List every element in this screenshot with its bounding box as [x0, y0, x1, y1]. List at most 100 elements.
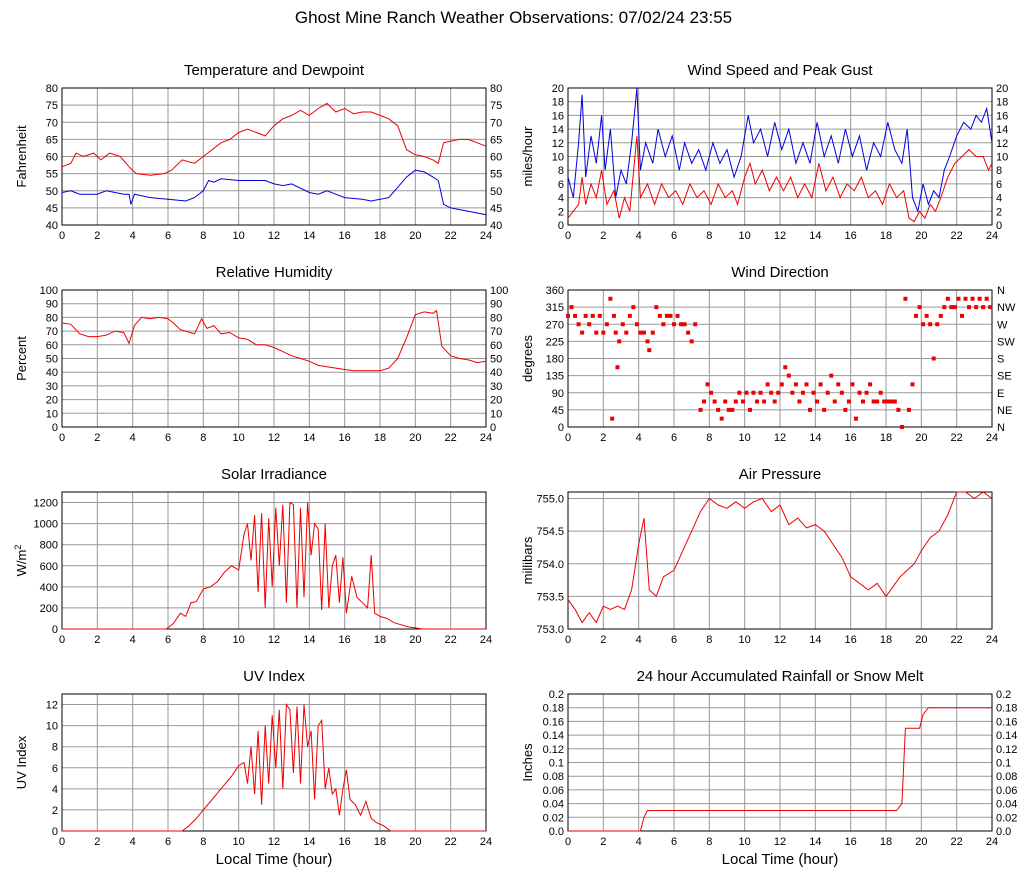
chart-title: Wind Direction	[731, 264, 829, 281]
y-axis-label: Fahrenheit	[14, 125, 29, 188]
x-tick-label: 20	[915, 634, 927, 646]
chart-title: Wind Speed and Peak Gust	[687, 62, 873, 79]
compass-tick-label: SE	[997, 371, 1012, 383]
y-tick-label-right: 20	[490, 395, 502, 407]
x-tick-label: 22	[951, 634, 963, 646]
x-tick-label: 16	[845, 432, 857, 444]
x-tick-label: 22	[445, 634, 457, 646]
y-tick-label-right: 70	[490, 326, 502, 338]
x-axis-label: Local Time (hour)	[722, 851, 839, 868]
data-point	[726, 407, 731, 412]
data-point	[686, 330, 691, 335]
x-tick-label: 4	[636, 634, 642, 646]
x-tick-label: 4	[636, 230, 642, 242]
x-tick-label: 0	[565, 230, 571, 242]
data-point	[661, 322, 666, 327]
data-point	[871, 399, 876, 404]
y-tick-label: 2	[52, 805, 58, 817]
x-tick-label: 24	[986, 432, 998, 444]
x-tick-label: 12	[774, 836, 786, 848]
x-tick-label: 2	[94, 634, 100, 646]
x-tick-label: 6	[165, 432, 171, 444]
data-point	[931, 356, 936, 361]
x-tick-label: 22	[445, 836, 457, 848]
y-tick-label: 12	[46, 700, 58, 712]
y-tick-label-right: 0.18	[996, 703, 1017, 715]
data-point	[613, 330, 618, 335]
x-tick-label: 2	[94, 230, 100, 242]
data-point	[779, 382, 784, 387]
y-tick-label-right: 0.16	[996, 716, 1017, 728]
data-point	[967, 305, 972, 310]
y-tick-label: 2	[558, 206, 564, 218]
data-point	[654, 305, 659, 310]
x-tick-label: 10	[739, 836, 751, 848]
data-point	[928, 322, 933, 327]
data-point	[765, 382, 770, 387]
data-point	[885, 399, 890, 404]
y-tick-label: 50	[46, 354, 58, 366]
y-tick-label-right: 30	[490, 381, 502, 393]
data-point	[786, 373, 791, 378]
x-tick-label: 2	[94, 432, 100, 444]
data-point	[615, 365, 620, 370]
data-point	[702, 399, 707, 404]
y-tick-label: 8	[52, 742, 58, 754]
data-point	[797, 399, 802, 404]
x-tick-label: 18	[880, 230, 892, 242]
y-tick-label: 0.06	[543, 785, 564, 797]
y-tick-label-right: 0.06	[996, 785, 1017, 797]
data-point	[825, 390, 830, 395]
y-tick-label: 18	[552, 97, 564, 109]
y-tick-label: 360	[546, 285, 564, 297]
x-tick-label: 24	[986, 230, 998, 242]
x-tick-label: 4	[636, 432, 642, 444]
y-tick-label: 70	[46, 117, 58, 129]
y-tick-label: 8	[558, 165, 564, 177]
data-point	[956, 296, 961, 301]
chart-title: Air Pressure	[739, 466, 822, 483]
data-point	[617, 339, 622, 344]
x-tick-label: 2	[600, 432, 606, 444]
x-tick-label: 14	[303, 634, 315, 646]
x-tick-label: 8	[200, 634, 206, 646]
data-point	[896, 407, 901, 412]
x-tick-label: 20	[409, 836, 421, 848]
series-line-0	[61, 309, 487, 372]
y-tick-label: 0.16	[543, 716, 564, 728]
y-tick-label: 270	[546, 319, 564, 331]
x-tick-label: 18	[880, 432, 892, 444]
series-line-0	[62, 702, 486, 832]
y-tick-label-right: 55	[490, 169, 502, 181]
data-point	[935, 322, 940, 327]
y-tick-label: 315	[546, 302, 564, 314]
x-tick-label: 16	[845, 634, 857, 646]
data-point	[952, 305, 957, 310]
compass-tick-label: W	[997, 319, 1008, 331]
data-point	[846, 399, 851, 404]
y-tick-label: 50	[46, 186, 58, 198]
x-tick-label: 12	[774, 230, 786, 242]
x-tick-label: 22	[951, 230, 963, 242]
y-tick-label: 80	[46, 83, 58, 95]
y-tick-label: 45	[552, 405, 564, 417]
x-tick-label: 14	[809, 432, 821, 444]
x-tick-label: 6	[671, 634, 677, 646]
x-tick-label: 12	[774, 432, 786, 444]
x-tick-label: 6	[165, 836, 171, 848]
data-point	[712, 399, 717, 404]
plot-frame	[567, 87, 993, 226]
series-line-0	[62, 501, 486, 630]
y-tick-label: 12	[552, 138, 564, 150]
x-tick-label: 18	[374, 432, 386, 444]
y-tick-label: 70	[46, 326, 58, 338]
x-tick-label: 0	[565, 432, 571, 444]
data-point	[892, 399, 897, 404]
x-tick-label: 0	[565, 836, 571, 848]
x-tick-label: 10	[233, 432, 245, 444]
y-tick-label: 80	[46, 312, 58, 324]
plot-frame	[61, 491, 487, 630]
